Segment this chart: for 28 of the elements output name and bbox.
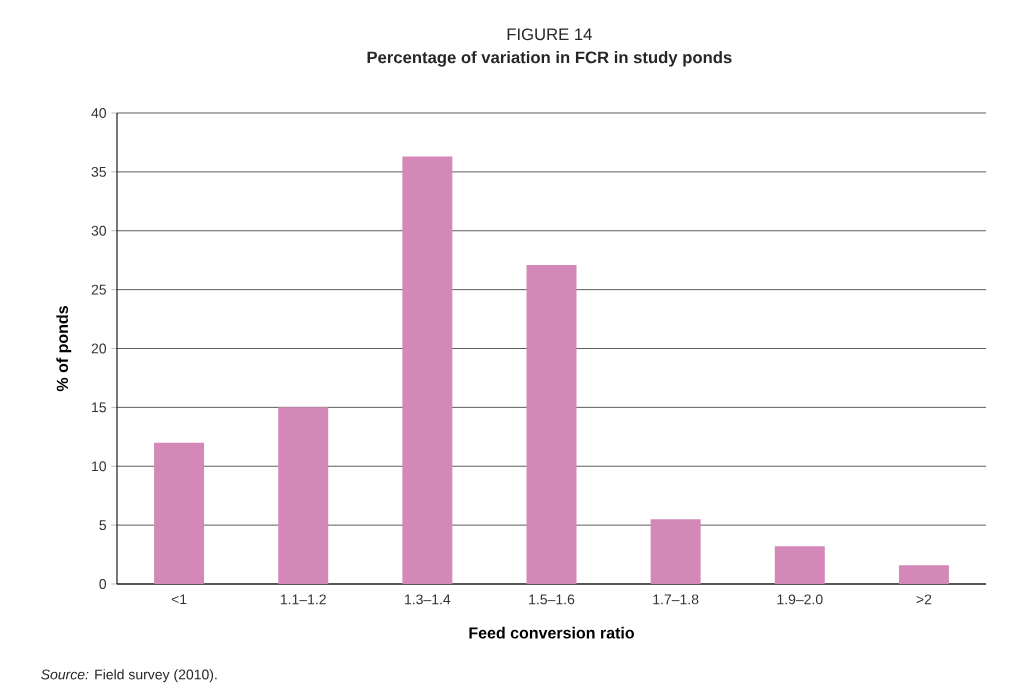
bar xyxy=(898,565,949,584)
x-tick-label: 1.9–2.0 xyxy=(777,594,823,605)
y-tick-label: 35 xyxy=(91,166,107,177)
y-tick-label: 5 xyxy=(99,520,107,531)
bar xyxy=(154,442,205,584)
bar xyxy=(774,546,825,584)
chart-title: FIGURE 14 xyxy=(507,28,592,41)
x-tick-label: 1.7–1.8 xyxy=(653,594,699,605)
x-tick-label: >2 xyxy=(916,594,932,605)
x-axis-title: Feed conversion ratio xyxy=(469,626,634,639)
chart-subtitle: Percentage of variation in FCR in study ponds xyxy=(367,51,732,67)
x-tick-label: <1 xyxy=(171,594,187,605)
x-tick-label: 1.3–1.4 xyxy=(405,594,451,605)
text: Source: Field survey (2010). xyxy=(41,669,217,683)
y-tick-label: 30 xyxy=(91,225,107,236)
y-tick-label: 0 xyxy=(99,579,107,589)
y-tick-label: 10 xyxy=(92,461,107,472)
bar xyxy=(526,264,577,584)
x-tick-label: 1.1–1.2 xyxy=(280,594,326,605)
y-tick-label: 25 xyxy=(91,284,107,295)
bar xyxy=(278,407,329,584)
y-axis-title: % of ponds xyxy=(56,306,72,392)
y-tick-label: 20 xyxy=(91,343,107,354)
y-tick-label: 40 xyxy=(91,108,107,118)
bar xyxy=(402,156,453,584)
x-tick-label: 1.5–1.6 xyxy=(529,594,575,605)
bar xyxy=(650,519,701,584)
y-tick-label: 15 xyxy=(92,402,107,413)
